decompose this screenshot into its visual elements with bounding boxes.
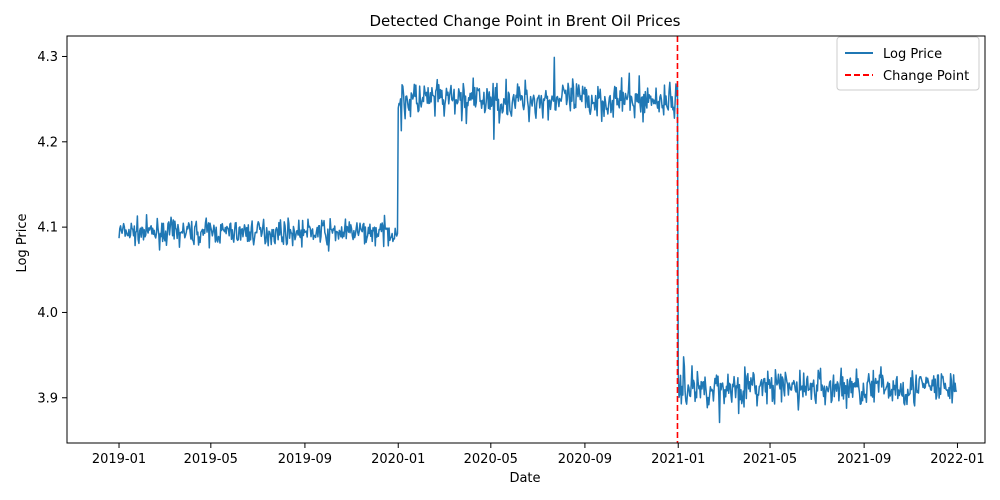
- plot-frame: [66, 35, 986, 444]
- y-tick-label: 4.1: [37, 221, 58, 236]
- y-tick-label: 4.3: [37, 50, 58, 65]
- x-tick-label: 2021-05: [743, 452, 797, 467]
- x-axis: 2019-01 2019-05 2019-09 2020-01 2020-05 2020-…: [92, 443, 985, 467]
- x-tick-label: 2020-05: [464, 452, 518, 467]
- x-tick-label: 2019-05: [184, 452, 238, 467]
- x-tick-label: 2021-01: [651, 452, 705, 467]
- x-tick-label: 2019-01: [92, 452, 146, 467]
- legend-label-change-point: Change Point: [883, 69, 969, 84]
- plot-area: [118, 36, 958, 443]
- y-tick-label: 4.0: [37, 306, 58, 321]
- series-line-log-price: [118, 56, 958, 424]
- y-tick-label: 4.2: [37, 135, 58, 150]
- x-tick-label: 2019-09: [278, 452, 332, 467]
- x-tick-label: 2020-09: [558, 452, 612, 467]
- y-axis-label: Log Price: [15, 213, 30, 272]
- chart-title: Detected Change Point in Brent Oil Price…: [369, 12, 680, 30]
- legend-label-log-price: Log Price: [883, 47, 942, 62]
- x-tick-label: 2020-01: [371, 452, 425, 467]
- legend: Log Price Change Point: [836, 36, 980, 91]
- x-tick-label: 2021-09: [837, 452, 891, 467]
- x-axis-label: Date: [509, 471, 540, 486]
- x-tick-label: 2022-01: [930, 452, 984, 467]
- legend-box: [836, 36, 980, 91]
- y-axis: 3.9 4.0 4.1 4.2 4.3: [37, 50, 67, 406]
- y-tick-label: 3.9: [37, 391, 58, 406]
